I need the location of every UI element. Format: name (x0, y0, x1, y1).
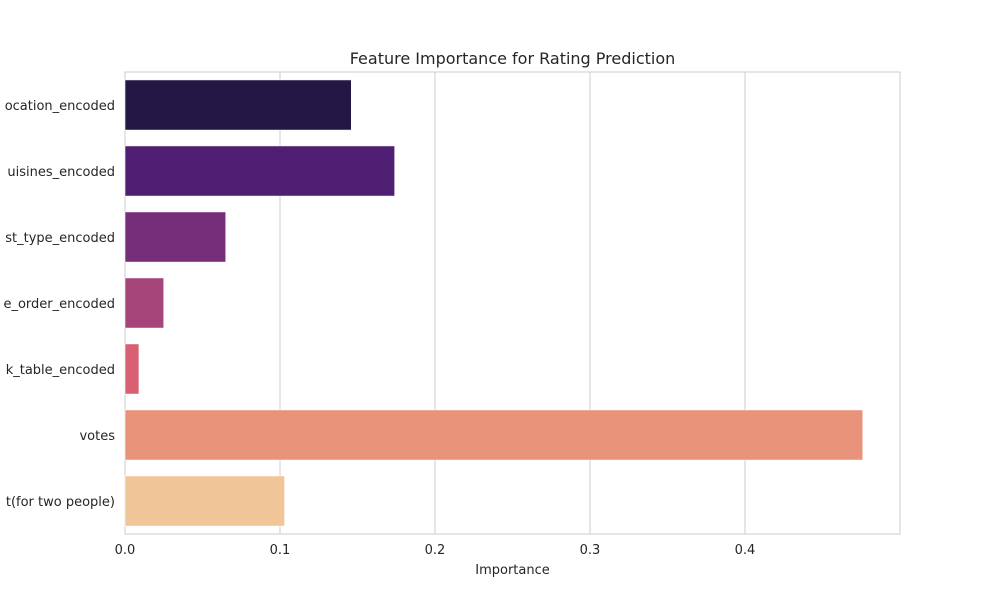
x-tick-labels: 0.0 0.1 0.2 0.3 0.4 (115, 543, 756, 558)
x-tick-label: 0.4 (735, 543, 756, 558)
bar (124, 343, 140, 395)
x-tick-label: 0.2 (425, 543, 446, 558)
chart-title: Feature Importance for Rating Prediction (350, 49, 676, 68)
bar (124, 79, 352, 131)
bar (124, 475, 285, 527)
x-tick-label: 0.0 (115, 543, 136, 558)
y-tick-label: t(for two people) (6, 495, 115, 510)
bar (124, 277, 165, 329)
x-tick-label: 0.3 (580, 543, 601, 558)
bars (124, 79, 864, 527)
grid-lines (124, 72, 746, 534)
y-tick-label: uisines_encoded (7, 165, 115, 180)
y-tick-label: votes (79, 429, 115, 444)
bar (124, 409, 864, 461)
bar (124, 211, 227, 263)
plot-area-frame (124, 71, 901, 535)
x-axis-label: Importance (475, 563, 550, 578)
bar (124, 145, 396, 197)
x-tick-label: 0.1 (270, 543, 291, 558)
y-tick-labels: ocation_encoded uisines_encoded st_type_en… (3, 99, 115, 510)
y-tick-label: e_order_encoded (3, 297, 115, 312)
y-tick-label: st_type_encoded (5, 231, 115, 246)
y-tick-label: ocation_encoded (5, 99, 115, 114)
y-tick-label: k_table_encoded (6, 363, 115, 378)
